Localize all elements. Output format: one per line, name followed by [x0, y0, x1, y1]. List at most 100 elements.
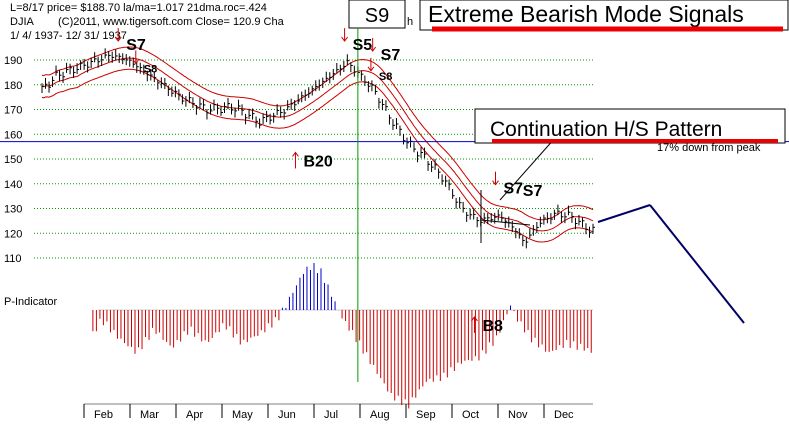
month-label: May — [232, 409, 253, 421]
price-bar — [497, 209, 501, 221]
y-tick-label: 190 — [4, 55, 22, 67]
price-bar — [69, 63, 73, 75]
price-bar — [216, 103, 220, 115]
price-bar — [143, 64, 146, 75]
price-bar — [283, 109, 287, 120]
y-tick-label: 180 — [4, 80, 22, 92]
price-bar — [311, 85, 315, 96]
price-bar — [171, 86, 174, 97]
month-label: Sep — [416, 409, 436, 421]
price-bar — [111, 51, 115, 63]
price-bar — [73, 66, 76, 78]
header-symbol: DJIA — [10, 16, 35, 28]
x-axis-months: Feb Mar Apr May Jun Jul Aug Sep Oct Nov Dec — [83, 403, 593, 421]
signal-box-label: S9 — [365, 5, 389, 27]
price-bar — [353, 65, 357, 77]
price-bar — [122, 53, 125, 65]
signal-s8: S8 — [367, 57, 392, 83]
p-indicator-histogram — [92, 263, 593, 409]
header-line-2: (C)2011, www.tigersoft.com Close= 120.9 … — [58, 16, 285, 28]
price-bar — [508, 216, 511, 228]
price-bar — [59, 70, 62, 82]
price-bar — [553, 209, 557, 220]
price-bar — [343, 60, 346, 73]
price-bar — [452, 189, 455, 199]
price-bar — [206, 109, 209, 120]
price-bar — [245, 113, 248, 125]
price-bar — [234, 107, 238, 118]
price-bar — [385, 100, 388, 111]
price-bar — [571, 212, 574, 223]
price-bar — [360, 70, 364, 81]
price-bar — [290, 98, 294, 110]
price-bar — [395, 117, 399, 130]
price-bar — [441, 174, 445, 185]
price-bar — [241, 104, 245, 116]
title-box — [419, 0, 789, 31]
price-bar — [266, 110, 269, 123]
signal-label: B20 — [303, 153, 332, 170]
price-bar — [83, 58, 87, 70]
y-tick-label: 140 — [4, 179, 22, 191]
price-bar — [178, 89, 181, 101]
price-bar — [125, 54, 129, 66]
price-bar — [294, 99, 297, 111]
price-bar — [76, 63, 80, 74]
price-bar — [255, 116, 259, 128]
month-label: Feb — [94, 409, 113, 421]
price-bar — [304, 89, 308, 101]
price-bar — [101, 54, 104, 66]
pattern-box — [474, 108, 786, 144]
price-bar — [511, 220, 515, 233]
price-bars — [41, 48, 595, 249]
month-label: Dec — [554, 409, 574, 421]
price-bar — [585, 223, 588, 235]
price-bar — [104, 48, 108, 59]
signal-label: S5 — [353, 37, 373, 54]
price-bar — [297, 94, 301, 105]
price-bar — [374, 84, 378, 95]
month-label: Jun — [278, 409, 296, 421]
price-bar — [501, 211, 504, 223]
price-bar — [550, 213, 553, 225]
signal-arrowhead — [492, 180, 499, 186]
price-bar — [167, 85, 171, 96]
signal-arrowhead — [292, 151, 299, 157]
price-bar — [129, 56, 132, 67]
price-bar — [339, 64, 343, 76]
price-bar — [518, 228, 522, 239]
price-bar — [378, 97, 381, 109]
price-bar — [592, 223, 595, 234]
price-bar — [574, 218, 578, 230]
lower-band-line — [41, 68, 594, 243]
month-label: Nov — [508, 409, 528, 421]
price-bar — [41, 83, 44, 93]
price-bar — [66, 62, 69, 73]
moving-average-bands — [41, 46, 594, 243]
price-bar — [199, 97, 202, 109]
price-bar — [406, 137, 409, 149]
signal-s8: S8 — [132, 50, 157, 75]
signal-arrowhead — [132, 59, 140, 65]
price-bar — [402, 134, 406, 145]
price-bar — [483, 212, 487, 224]
signal-s7: S7 — [492, 171, 524, 198]
price-bar — [455, 197, 459, 209]
price-bar — [325, 71, 329, 83]
price-bar — [392, 119, 395, 131]
price-bar — [564, 212, 567, 224]
price-bar — [252, 108, 255, 120]
price-bar — [322, 77, 325, 88]
price-bar — [427, 160, 431, 171]
signal-label: B8 — [482, 318, 503, 335]
price-bar — [332, 68, 336, 80]
price-bar — [174, 86, 178, 98]
signal-label: S7 — [504, 181, 524, 198]
indicator-label: P-Indicator — [4, 296, 58, 308]
month-label: Apr — [186, 409, 203, 421]
price-bar — [329, 72, 332, 84]
price-bar — [181, 94, 185, 105]
neckline — [480, 219, 531, 226]
